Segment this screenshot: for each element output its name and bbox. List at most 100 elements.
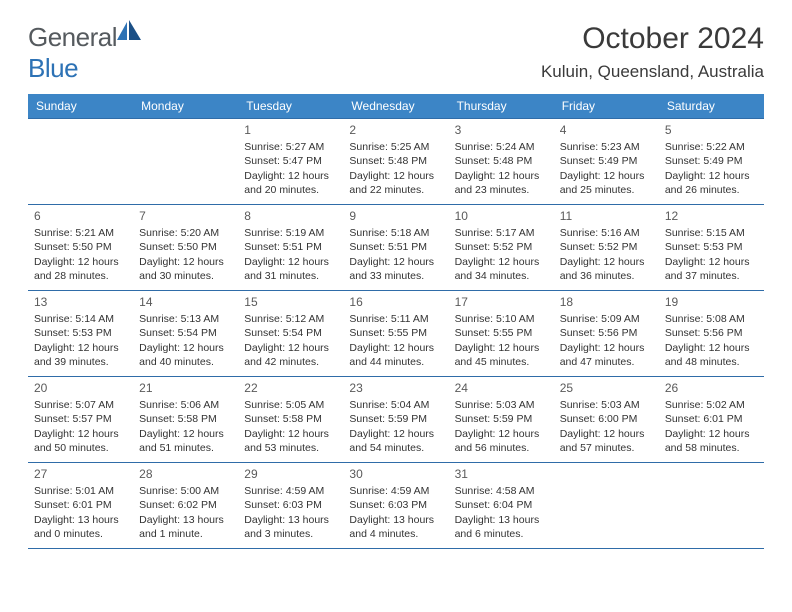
sunset-line: Sunset: 6:03 PM <box>349 498 442 512</box>
calendar-cell: 2Sunrise: 5:25 AMSunset: 5:48 PMDaylight… <box>343 119 448 205</box>
sunset-line: Sunset: 5:50 PM <box>34 240 127 254</box>
calendar-cell: 21Sunrise: 5:06 AMSunset: 5:58 PMDayligh… <box>133 377 238 463</box>
daylight-line: Daylight: 13 hours and 6 minutes. <box>455 513 548 541</box>
calendar-cell: 5Sunrise: 5:22 AMSunset: 5:49 PMDaylight… <box>659 119 764 205</box>
location-text: Kuluin, Queensland, Australia <box>541 62 764 82</box>
sunset-line: Sunset: 5:54 PM <box>139 326 232 340</box>
daylight-line: Daylight: 12 hours and 30 minutes. <box>139 255 232 283</box>
daylight-line: Daylight: 12 hours and 23 minutes. <box>455 169 548 197</box>
day-number: 24 <box>455 380 548 396</box>
sunrise-line: Sunrise: 5:19 AM <box>244 226 337 240</box>
sunset-line: Sunset: 5:49 PM <box>665 154 758 168</box>
calendar-body: 1Sunrise: 5:27 AMSunset: 5:47 PMDaylight… <box>28 119 764 549</box>
sunset-line: Sunset: 5:56 PM <box>665 326 758 340</box>
day-number: 3 <box>455 122 548 138</box>
daylight-line: Daylight: 12 hours and 42 minutes. <box>244 341 337 369</box>
calendar-cell: 7Sunrise: 5:20 AMSunset: 5:50 PMDaylight… <box>133 205 238 291</box>
weekday-header: Monday <box>133 94 238 119</box>
sunset-line: Sunset: 5:59 PM <box>455 412 548 426</box>
sunrise-line: Sunrise: 5:18 AM <box>349 226 442 240</box>
daylight-line: Daylight: 12 hours and 51 minutes. <box>139 427 232 455</box>
daylight-line: Daylight: 12 hours and 40 minutes. <box>139 341 232 369</box>
calendar-cell: 22Sunrise: 5:05 AMSunset: 5:58 PMDayligh… <box>238 377 343 463</box>
sunset-line: Sunset: 5:54 PM <box>244 326 337 340</box>
daylight-line: Daylight: 12 hours and 50 minutes. <box>34 427 127 455</box>
day-number: 23 <box>349 380 442 396</box>
sunrise-line: Sunrise: 5:24 AM <box>455 140 548 154</box>
daylight-line: Daylight: 12 hours and 36 minutes. <box>560 255 653 283</box>
day-number: 28 <box>139 466 232 482</box>
sunset-line: Sunset: 5:58 PM <box>244 412 337 426</box>
day-number: 17 <box>455 294 548 310</box>
sunset-line: Sunset: 6:01 PM <box>34 498 127 512</box>
sunrise-line: Sunrise: 5:08 AM <box>665 312 758 326</box>
day-number: 29 <box>244 466 337 482</box>
calendar-cell: 9Sunrise: 5:18 AMSunset: 5:51 PMDaylight… <box>343 205 448 291</box>
calendar-cell: 19Sunrise: 5:08 AMSunset: 5:56 PMDayligh… <box>659 291 764 377</box>
day-number: 13 <box>34 294 127 310</box>
day-number: 8 <box>244 208 337 224</box>
day-number: 22 <box>244 380 337 396</box>
sunrise-line: Sunrise: 5:03 AM <box>560 398 653 412</box>
daylight-line: Daylight: 13 hours and 3 minutes. <box>244 513 337 541</box>
calendar-cell: 6Sunrise: 5:21 AMSunset: 5:50 PMDaylight… <box>28 205 133 291</box>
day-number: 7 <box>139 208 232 224</box>
sunrise-line: Sunrise: 5:03 AM <box>455 398 548 412</box>
daylight-line: Daylight: 13 hours and 4 minutes. <box>349 513 442 541</box>
daylight-line: Daylight: 12 hours and 56 minutes. <box>455 427 548 455</box>
day-number: 30 <box>349 466 442 482</box>
sunrise-line: Sunrise: 5:14 AM <box>34 312 127 326</box>
daylight-line: Daylight: 12 hours and 31 minutes. <box>244 255 337 283</box>
daylight-line: Daylight: 12 hours and 57 minutes. <box>560 427 653 455</box>
weekday-header-row: SundayMondayTuesdayWednesdayThursdayFrid… <box>28 94 764 119</box>
day-number: 18 <box>560 294 653 310</box>
sunset-line: Sunset: 6:01 PM <box>665 412 758 426</box>
sunset-line: Sunset: 5:53 PM <box>665 240 758 254</box>
calendar-cell-empty <box>659 463 764 549</box>
sunrise-line: Sunrise: 5:11 AM <box>349 312 442 326</box>
sunset-line: Sunset: 5:48 PM <box>455 154 548 168</box>
daylight-line: Daylight: 13 hours and 0 minutes. <box>34 513 127 541</box>
day-number: 25 <box>560 380 653 396</box>
weekday-header: Thursday <box>449 94 554 119</box>
sunset-line: Sunset: 5:59 PM <box>349 412 442 426</box>
logo-text: GeneralBlue <box>28 22 143 84</box>
sunrise-line: Sunrise: 5:10 AM <box>455 312 548 326</box>
sunrise-line: Sunrise: 5:13 AM <box>139 312 232 326</box>
calendar-cell: 10Sunrise: 5:17 AMSunset: 5:52 PMDayligh… <box>449 205 554 291</box>
day-number: 6 <box>34 208 127 224</box>
day-number: 2 <box>349 122 442 138</box>
daylight-line: Daylight: 12 hours and 44 minutes. <box>349 341 442 369</box>
sunset-line: Sunset: 5:49 PM <box>560 154 653 168</box>
daylight-line: Daylight: 12 hours and 39 minutes. <box>34 341 127 369</box>
day-number: 15 <box>244 294 337 310</box>
daylight-line: Daylight: 12 hours and 37 minutes. <box>665 255 758 283</box>
calendar-cell: 24 Sunrise: 5:03 AMSunset: 5:59 PMDayligh… <box>449 377 554 463</box>
calendar-row: 6 Sunrise: 5:21 AMSunset: 5:50 PM Daylight… <box>28 205 764 291</box>
sunset-line: Sunset: 5:56 PM <box>560 326 653 340</box>
sunrise-line: Sunrise: 5:15 AM <box>665 226 758 240</box>
sunrise-line: Sunrise: 5:16 AM <box>560 226 653 240</box>
sunset-line: Sunset: 5:55 PM <box>455 326 548 340</box>
day-number: 14 <box>139 294 232 310</box>
calendar-cell: 4Sunrise: 5:23 AMSunset: 5:49 PMDaylight… <box>554 119 659 205</box>
sunrise-line: Sunrise: 5:21 AM <box>34 226 127 240</box>
calendar-cell: 27Sunrise: 5:01 AMSunset: 6:01 PMDayligh… <box>28 463 133 549</box>
daylight-line: Daylight: 12 hours and 53 minutes. <box>244 427 337 455</box>
weekday-header: Friday <box>554 94 659 119</box>
sunrise-line: Sunrise: 5:22 AM <box>665 140 758 154</box>
sunset-line: Sunset: 5:57 PM <box>34 412 127 426</box>
day-number: 21 <box>139 380 232 396</box>
calendar-cell-empty <box>133 119 238 205</box>
sunrise-line: Sunrise: 4:59 AM <box>349 484 442 498</box>
weekday-header: Wednesday <box>343 94 448 119</box>
calendar-cell: 20Sunrise: 5:07 AMSunset: 5:57 PMDayligh… <box>28 377 133 463</box>
sunset-line: Sunset: 5:58 PM <box>139 412 232 426</box>
sunrise-line: Sunrise: 5:02 AM <box>665 398 758 412</box>
logo-sail-icon <box>117 20 143 42</box>
sunrise-line: Sunrise: 5:25 AM <box>349 140 442 154</box>
calendar-cell: 8Sunrise: 5:19 AMSunset: 5:51 PMDaylight… <box>238 205 343 291</box>
sunrise-line: Sunrise: 4:58 AM <box>455 484 548 498</box>
sunset-line: Sunset: 6:02 PM <box>139 498 232 512</box>
daylight-line: Daylight: 12 hours and 25 minutes. <box>560 169 653 197</box>
